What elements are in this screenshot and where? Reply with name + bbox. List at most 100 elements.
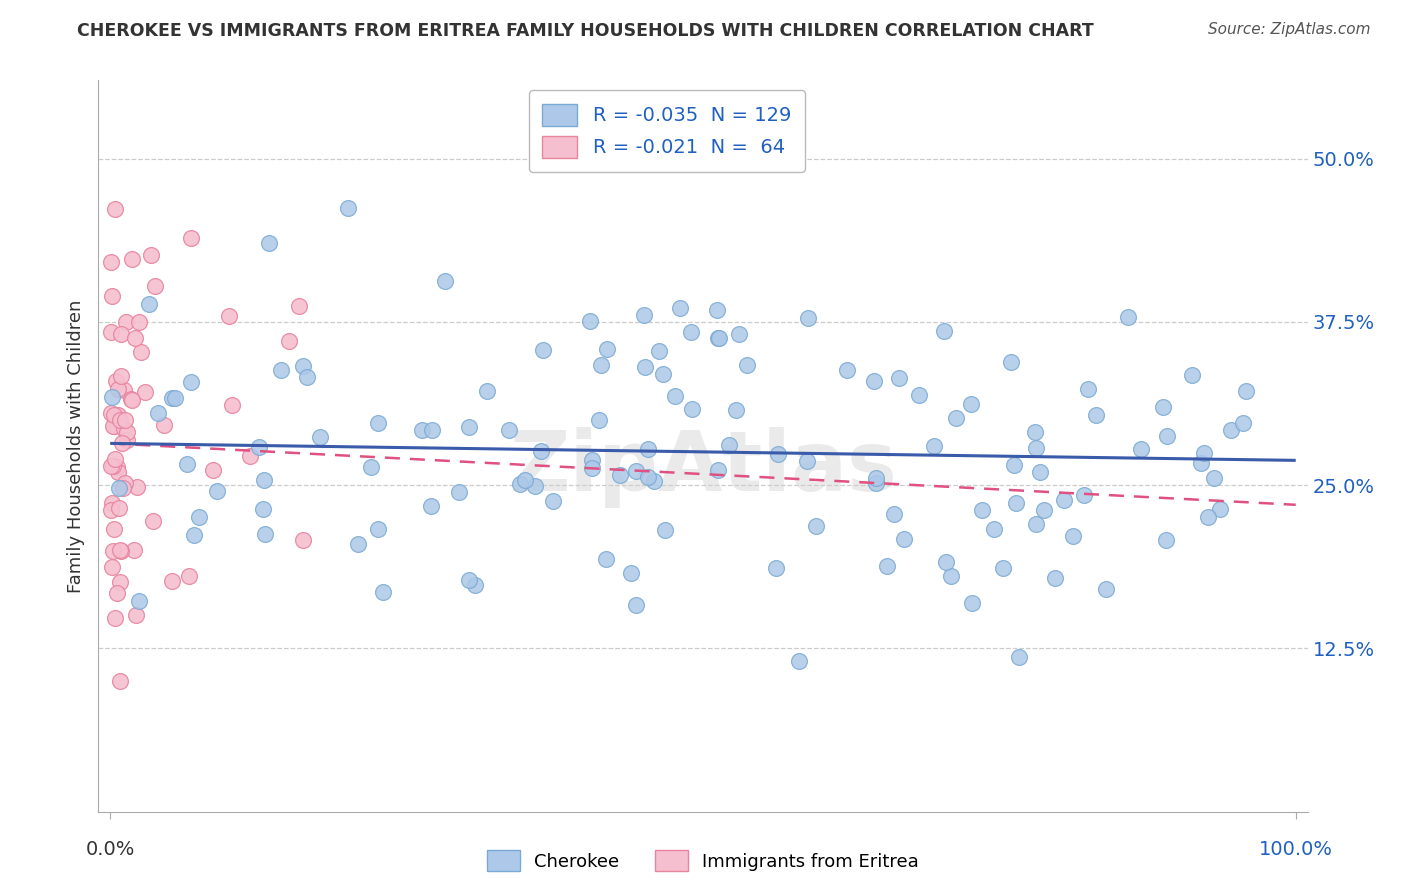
Point [112,383,135,397]
Point [633,308,655,322]
Point [797,310,820,325]
Point [128,314,150,328]
Point [108,501,131,516]
Point [1209,502,1232,516]
Point [1194,446,1216,460]
Point [367,416,389,430]
Point [1197,509,1219,524]
Point [529,443,551,458]
Point [1181,368,1204,382]
Point [960,596,983,610]
Point [924,439,946,453]
Point [865,475,887,490]
Point [1033,503,1056,517]
Point [180,230,202,244]
Point [1002,458,1025,472]
Point [654,523,676,537]
Point [935,555,957,569]
Point [142,514,165,528]
Point [620,566,643,580]
Text: Source: ZipAtlas.com: Source: ZipAtlas.com [1208,22,1371,37]
Point [624,464,647,478]
Point [718,437,741,451]
Point [291,359,314,374]
Point [110,544,132,558]
Y-axis label: Family Households with Children: Family Households with Children [66,300,84,592]
Point [124,607,146,622]
Point [475,384,498,398]
Point [122,543,145,558]
Point [908,388,931,402]
Point [589,358,612,372]
Point [681,402,703,417]
Point [143,278,166,293]
Point [531,343,554,358]
Point [449,484,471,499]
Point [202,463,225,477]
Point [596,342,619,356]
Point [207,484,229,499]
Point [709,331,731,345]
Point [1156,533,1178,548]
Point [101,390,124,404]
Point [337,201,360,215]
Point [679,325,702,339]
Point [1000,355,1022,369]
Point [297,370,319,384]
Point [270,363,292,377]
Point [124,330,146,344]
Point [183,527,205,541]
Point [160,574,183,589]
Point [104,202,127,216]
Point [1116,310,1139,325]
Point [360,459,382,474]
Point [1130,442,1153,456]
Point [367,522,389,536]
Point [104,451,127,466]
Point [513,473,536,487]
Point [541,494,564,508]
Point [1029,465,1052,479]
Point [107,408,129,422]
Point [806,519,828,533]
Point [865,471,887,485]
Point [1053,492,1076,507]
Point [100,559,122,574]
Point [101,459,124,474]
Point [101,419,124,434]
Point [160,391,183,405]
Point [893,532,915,546]
Point [420,423,443,437]
Point [115,425,138,439]
Point [110,369,132,384]
Point [434,273,457,287]
Point [1025,442,1047,456]
Point [609,468,631,483]
Point [765,561,787,575]
Point [180,376,202,390]
Point [932,325,955,339]
Point [1236,384,1258,398]
Point [1025,517,1047,532]
Point [177,569,200,583]
Point [1005,496,1028,510]
Point [1152,401,1174,415]
Point [110,326,132,341]
Point [100,325,122,339]
Point [648,343,671,358]
Point [581,461,603,475]
Point [939,569,962,583]
Point [247,440,270,454]
Point [309,430,332,444]
Point [146,406,169,420]
Point [863,375,886,389]
Point [129,344,152,359]
Point [253,526,276,541]
Point [101,289,124,303]
Point [253,473,276,487]
Point [128,593,150,607]
Point [100,406,122,420]
Text: 100.0%: 100.0% [1258,839,1333,858]
Point [278,334,301,348]
Point [1232,416,1254,430]
